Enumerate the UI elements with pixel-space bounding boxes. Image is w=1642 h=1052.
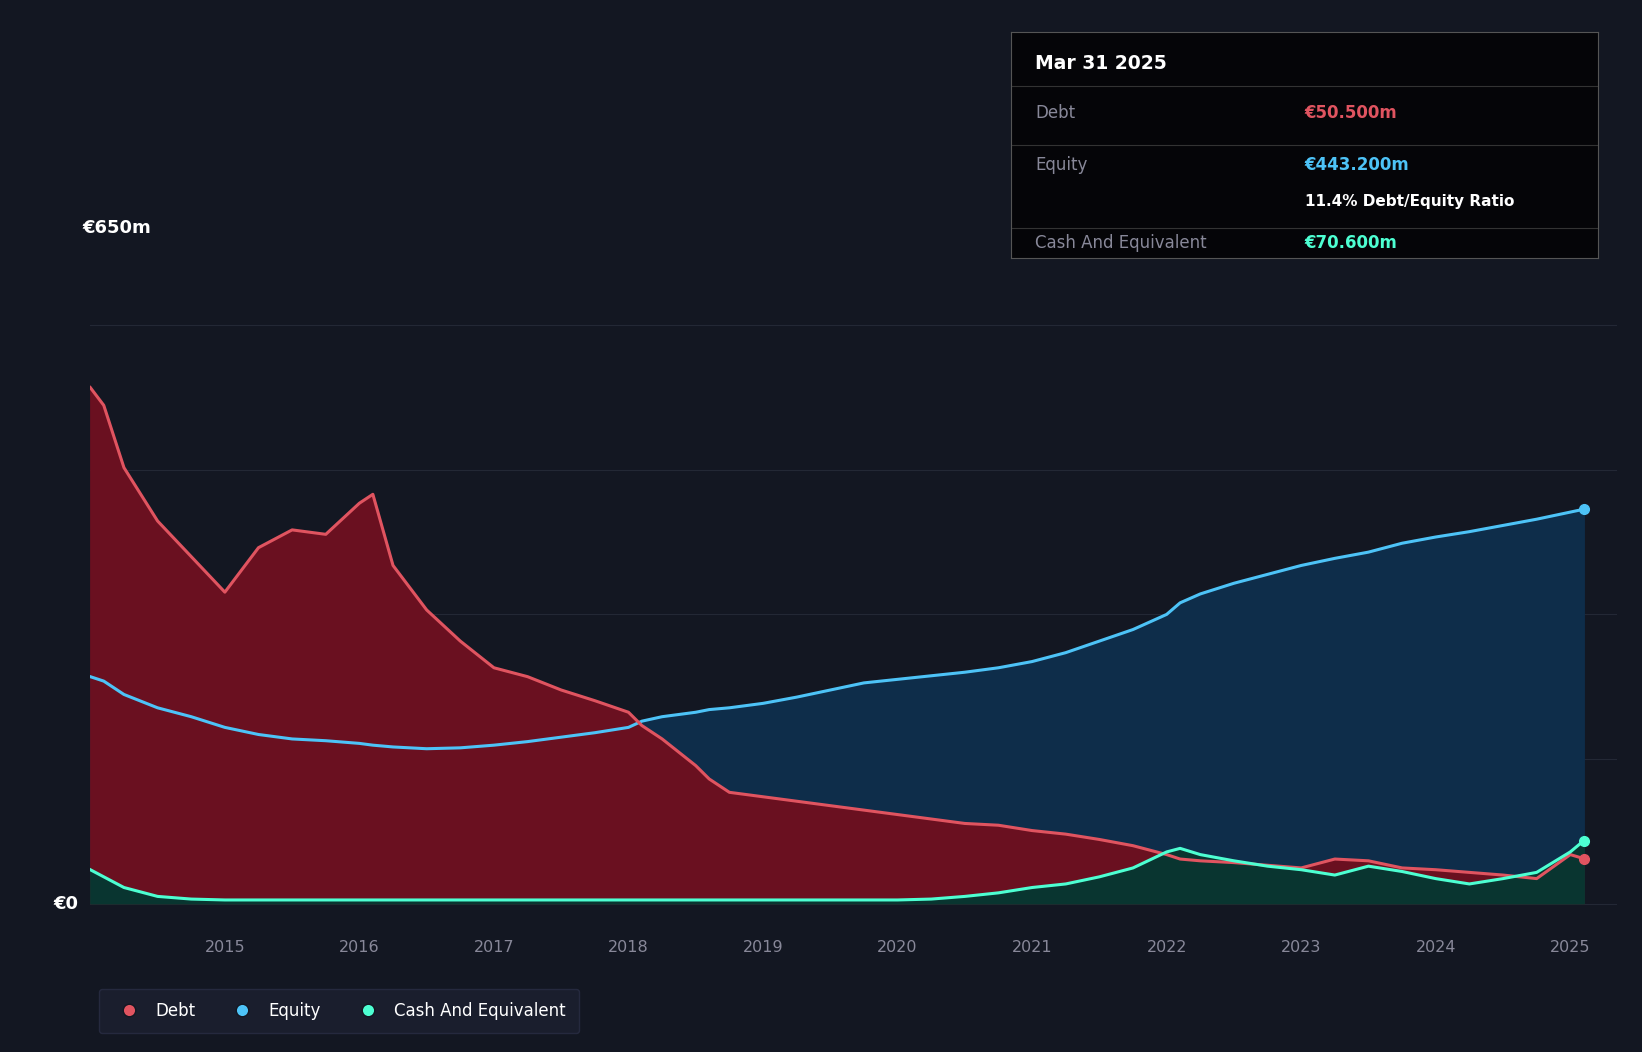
- Text: €0: €0: [53, 894, 79, 912]
- Text: €70.600m: €70.600m: [1305, 234, 1397, 252]
- Text: Debt: Debt: [1034, 104, 1076, 122]
- Text: 11.4% Debt/Equity Ratio: 11.4% Debt/Equity Ratio: [1305, 194, 1514, 208]
- Text: Mar 31 2025: Mar 31 2025: [1034, 55, 1167, 74]
- Text: €650m: €650m: [82, 219, 151, 237]
- Text: €50.500m: €50.500m: [1305, 104, 1397, 122]
- Legend: Debt, Equity, Cash And Equivalent: Debt, Equity, Cash And Equivalent: [99, 989, 580, 1033]
- Text: Equity: Equity: [1034, 156, 1087, 174]
- Text: Cash And Equivalent: Cash And Equivalent: [1034, 234, 1207, 252]
- Text: €443.200m: €443.200m: [1305, 156, 1409, 174]
